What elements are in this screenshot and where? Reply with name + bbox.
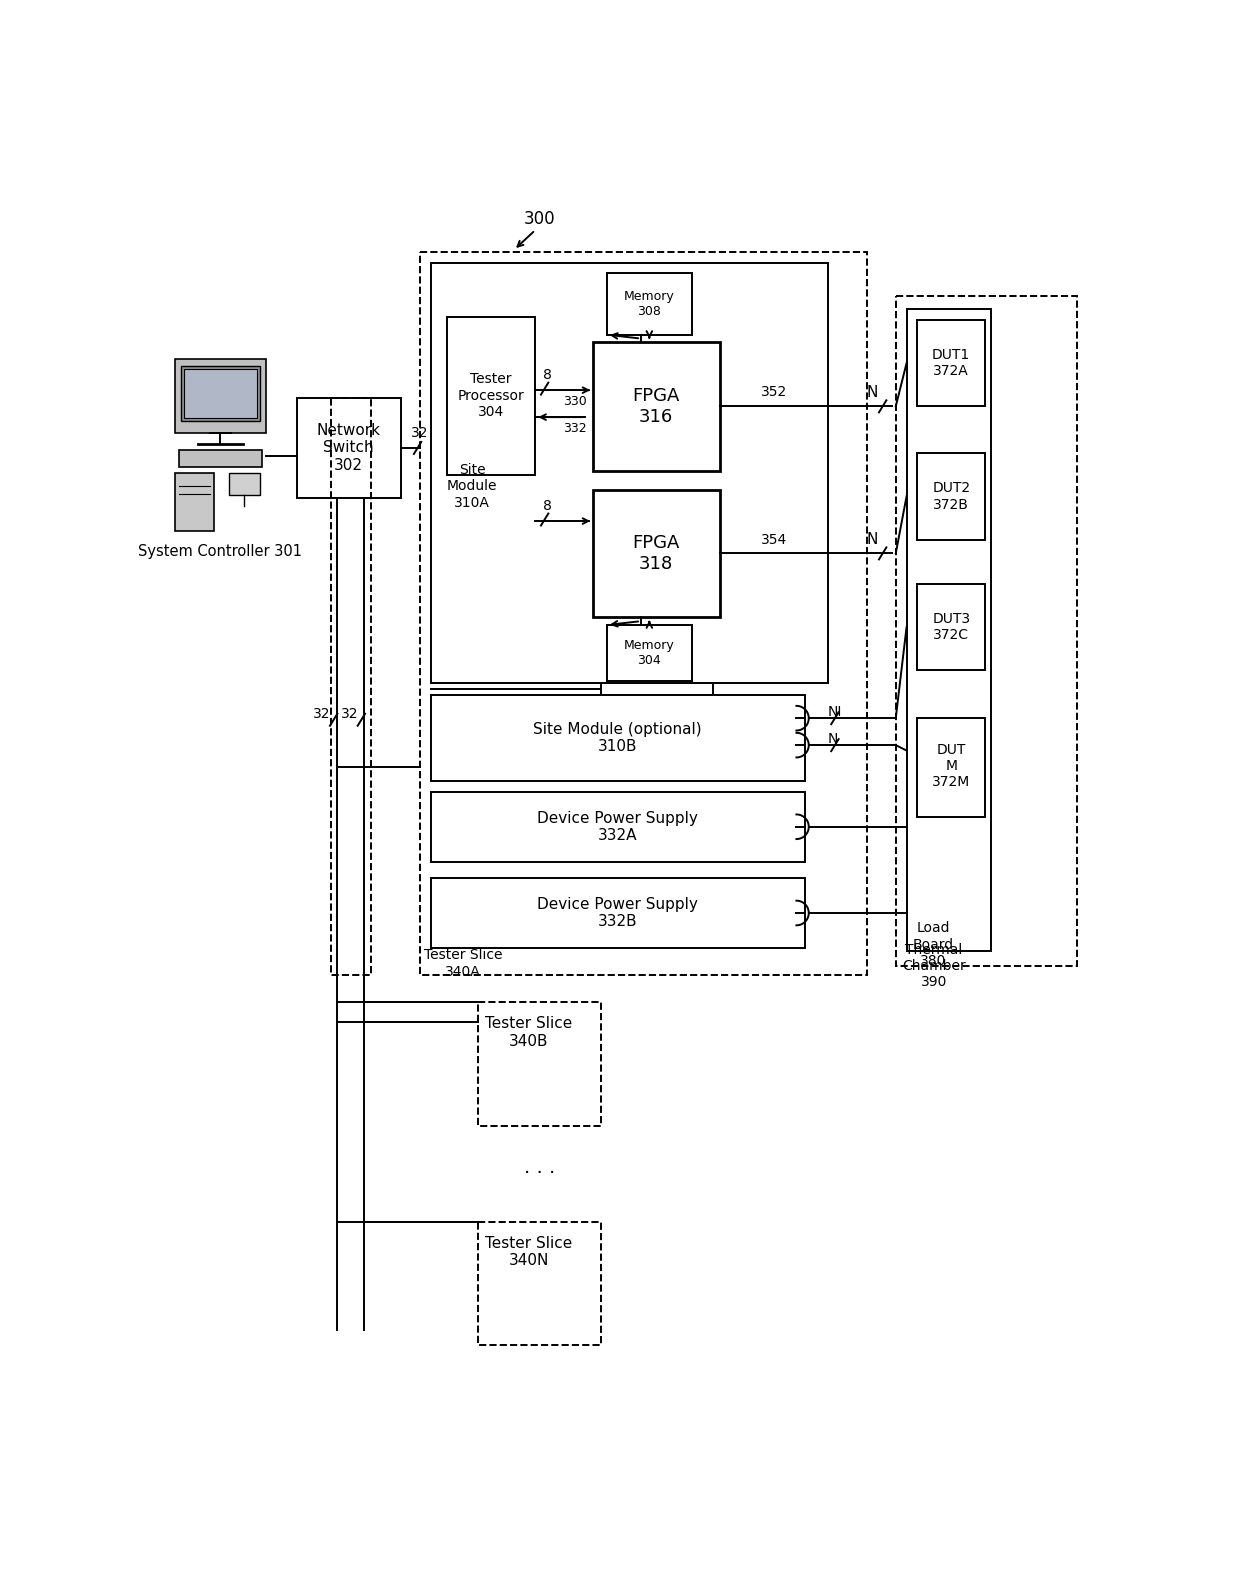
Text: Site Module (optional)
310B: Site Module (optional) 310B bbox=[533, 722, 702, 755]
Bar bbox=[175, 473, 213, 530]
Bar bbox=[432, 877, 805, 948]
Text: DUT1
372A: DUT1 372A bbox=[932, 348, 971, 378]
Text: Tester Slice
340A: Tester Slice 340A bbox=[424, 948, 502, 978]
Text: N: N bbox=[828, 731, 838, 746]
Bar bbox=[918, 453, 985, 540]
Bar bbox=[477, 1222, 601, 1346]
Text: 8: 8 bbox=[543, 499, 552, 513]
Bar bbox=[608, 625, 692, 681]
Text: DUT2
372B: DUT2 372B bbox=[932, 481, 970, 511]
Text: Tester Slice
340B: Tester Slice 340B bbox=[485, 1016, 573, 1048]
Bar bbox=[593, 342, 720, 472]
Text: 32: 32 bbox=[412, 426, 429, 440]
Text: Network
Switch
302: Network Switch 302 bbox=[316, 423, 381, 473]
Text: 32: 32 bbox=[341, 706, 358, 720]
Text: Memory
304: Memory 304 bbox=[624, 638, 675, 666]
Text: 8: 8 bbox=[543, 367, 552, 382]
Text: DUT3
372C: DUT3 372C bbox=[932, 613, 970, 643]
Text: 300: 300 bbox=[523, 211, 556, 228]
Text: FPGA
318: FPGA 318 bbox=[632, 533, 680, 573]
Bar bbox=[918, 584, 985, 671]
Text: System Controller 301: System Controller 301 bbox=[138, 545, 301, 559]
Bar bbox=[296, 397, 401, 499]
Text: DUT
M
372M: DUT M 372M bbox=[932, 742, 971, 788]
Text: 354: 354 bbox=[761, 532, 787, 546]
Text: Thermal
Chamber
390: Thermal Chamber 390 bbox=[901, 943, 966, 989]
Bar bbox=[918, 719, 985, 817]
Bar bbox=[593, 491, 720, 617]
Bar bbox=[331, 397, 371, 975]
Text: Device Power Supply
332A: Device Power Supply 332A bbox=[537, 810, 698, 844]
Text: Tester Slice
340N: Tester Slice 340N bbox=[485, 1236, 573, 1268]
Text: Device Power Supply
332B: Device Power Supply 332B bbox=[537, 898, 698, 929]
Text: . . .: . . . bbox=[523, 1159, 554, 1178]
Bar bbox=[906, 309, 991, 951]
Bar bbox=[895, 296, 1076, 966]
Bar bbox=[175, 359, 265, 432]
Bar bbox=[185, 369, 257, 418]
Bar bbox=[229, 473, 259, 495]
Text: Memory
308: Memory 308 bbox=[624, 290, 675, 318]
Bar bbox=[918, 320, 985, 407]
Bar bbox=[446, 317, 536, 475]
Bar bbox=[432, 695, 805, 782]
Text: Load
Board
380: Load Board 380 bbox=[913, 921, 954, 967]
Bar bbox=[181, 366, 259, 421]
Text: FPGA
316: FPGA 316 bbox=[632, 386, 680, 426]
Text: Tester
Processor
304: Tester Processor 304 bbox=[458, 372, 525, 419]
Text: 32: 32 bbox=[312, 706, 331, 720]
Text: 332: 332 bbox=[563, 423, 587, 435]
Text: N: N bbox=[867, 385, 878, 400]
Text: 330: 330 bbox=[563, 396, 587, 408]
Bar bbox=[432, 792, 805, 863]
Bar bbox=[432, 263, 828, 682]
Bar bbox=[179, 450, 262, 467]
Bar bbox=[608, 274, 692, 334]
Bar bbox=[420, 252, 867, 975]
Text: NI: NI bbox=[828, 704, 842, 719]
Text: Site
Module
310A: Site Module 310A bbox=[446, 464, 497, 510]
Bar bbox=[477, 1002, 601, 1126]
Text: N: N bbox=[867, 532, 878, 548]
Text: 352: 352 bbox=[761, 386, 787, 399]
